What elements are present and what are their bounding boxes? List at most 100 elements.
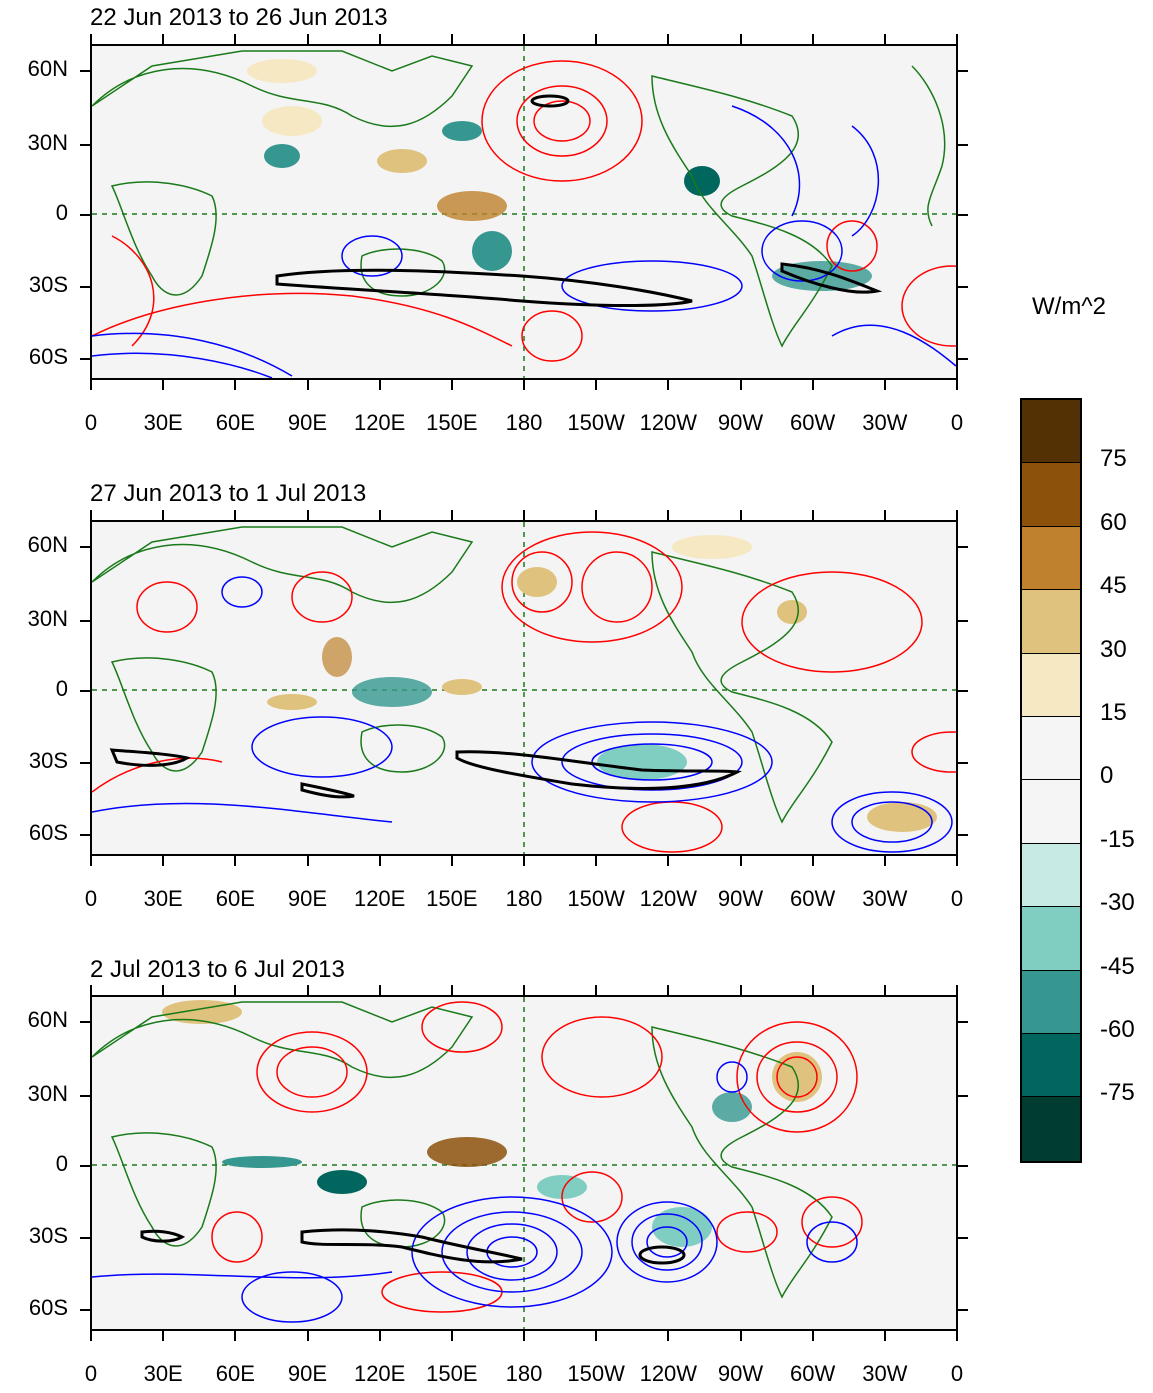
lon-tick-mark — [523, 1331, 525, 1341]
lon-tick-mark — [883, 985, 886, 995]
lat-tick-mark — [80, 690, 90, 692]
lon-tick-mark — [883, 1331, 886, 1341]
panel-title: 22 Jun 2013 to 26 Jun 2013 — [90, 4, 388, 31]
lon-tick-mark — [956, 380, 958, 390]
lon-tick-mark — [234, 510, 237, 520]
lon-tick-mark — [450, 380, 453, 390]
colorbar-units: W/m^2 — [1032, 293, 1106, 320]
colorbar-box — [1022, 780, 1080, 844]
lon-tick-label: 120E — [353, 1361, 406, 1386]
lon-tick-label: 120E — [353, 886, 406, 911]
lon-tick-mark — [234, 985, 237, 995]
colorbar-box — [1022, 843, 1080, 908]
lon-tick-label: 180 — [505, 886, 543, 911]
lon-tick-label: 60E — [215, 1361, 255, 1386]
lon-tick-label: 90E — [287, 410, 328, 435]
lon-tick-mark — [378, 380, 381, 390]
colorbar-box — [1022, 907, 1080, 971]
lat-tick-label: 30S — [28, 272, 68, 297]
lon-tick-label: 0 — [84, 1361, 98, 1386]
lon-tick-label: 60E — [215, 886, 255, 911]
lon-tick-mark — [234, 1331, 237, 1341]
lat-tick-mark — [80, 1021, 90, 1023]
lon-tick-label: 90E — [287, 886, 328, 911]
lon-tick-mark — [306, 380, 309, 390]
lon-tick-mark — [811, 856, 814, 866]
colorbar-label: -75 — [1100, 1079, 1135, 1107]
lon-tick-mark — [739, 856, 742, 866]
lat-tick-label: 60S — [28, 1295, 68, 1320]
lon-tick-label: 150W — [567, 886, 625, 911]
colorbar-label: 0 — [1100, 762, 1114, 790]
lon-tick-mark — [667, 34, 670, 44]
lat-tick-label: 30N — [27, 606, 68, 631]
colorbar-box — [1022, 970, 1080, 1034]
lon-tick-label: 60W — [790, 1361, 836, 1386]
lon-tick-mark — [883, 510, 886, 520]
panel-title: 2 Jul 2013 to 6 Jul 2013 — [90, 956, 345, 983]
lon-tick-mark — [450, 510, 453, 520]
lon-tick-label: 30E — [143, 410, 183, 435]
colorbar-label: -60 — [1100, 1016, 1135, 1043]
lon-tick-mark — [667, 380, 670, 390]
lon-tick-mark — [595, 856, 598, 866]
lat-tick-label: 60S — [28, 820, 68, 845]
lat-tick-mark — [958, 690, 968, 692]
lon-tick-mark — [90, 510, 92, 520]
lon-tick-label: 0 — [950, 1361, 964, 1386]
lat-tick-label: 60N — [27, 1007, 68, 1032]
lon-tick-label: 150E — [426, 410, 478, 435]
lat-tick-mark — [80, 546, 90, 548]
lon-tick-mark — [450, 856, 453, 866]
lat-tick-mark — [958, 358, 968, 360]
lon-tick-mark — [739, 510, 742, 520]
lon-tick-mark — [811, 380, 814, 390]
colorbar — [1020, 398, 1082, 1163]
lat-tick-label: 30S — [28, 748, 68, 773]
lon-tick-mark — [956, 856, 958, 866]
colorbar-box — [1022, 716, 1080, 781]
lon-tick-mark — [956, 1331, 958, 1341]
lon-tick-mark — [739, 1331, 742, 1341]
lat-tick-mark — [958, 1309, 968, 1311]
lon-tick-mark — [667, 510, 670, 520]
colorbar-box — [1022, 526, 1080, 591]
lat-tick-mark — [958, 1021, 968, 1023]
lon-tick-mark — [450, 34, 453, 44]
lon-tick-mark — [667, 985, 670, 995]
lon-tick-mark — [306, 985, 309, 995]
lon-tick-mark — [811, 34, 814, 44]
lon-tick-mark — [234, 856, 237, 866]
lon-tick-mark — [523, 380, 525, 390]
lon-tick-label: 150E — [426, 886, 478, 911]
lon-tick-mark — [667, 1331, 670, 1341]
lat-tick-label: 0 — [55, 1151, 68, 1176]
lon-tick-label: 30W — [862, 410, 908, 435]
lon-tick-mark — [234, 380, 237, 390]
lat-tick-mark — [958, 286, 968, 288]
colorbar-label: 45 — [1100, 572, 1127, 600]
lon-tick-mark — [595, 985, 598, 995]
lon-tick-mark — [90, 380, 92, 390]
lon-tick-label: 60W — [790, 886, 836, 911]
lon-tick-mark — [450, 1331, 453, 1341]
lon-tick-mark — [306, 34, 309, 44]
lon-tick-mark — [162, 1331, 165, 1341]
lon-tick-label: 120W — [639, 410, 698, 435]
lon-tick-label: 30E — [143, 1361, 183, 1386]
lon-tick-mark — [306, 1331, 309, 1341]
lat-tick-mark — [958, 1237, 968, 1239]
lon-tick-label: 0 — [950, 886, 964, 911]
lon-tick-mark — [739, 985, 742, 995]
lon-tick-label: 60E — [215, 410, 255, 435]
lon-tick-mark — [595, 1331, 598, 1341]
lon-tick-mark — [523, 510, 525, 520]
lat-tick-mark — [80, 286, 90, 288]
lon-tick-mark — [595, 34, 598, 44]
lon-tick-label: 150E — [426, 1361, 478, 1386]
lon-tick-mark — [306, 510, 309, 520]
lat-tick-mark — [80, 1237, 90, 1239]
lon-tick-label: 180 — [505, 1361, 543, 1386]
lat-tick-label: 60S — [28, 344, 68, 369]
lon-tick-mark — [956, 985, 958, 995]
